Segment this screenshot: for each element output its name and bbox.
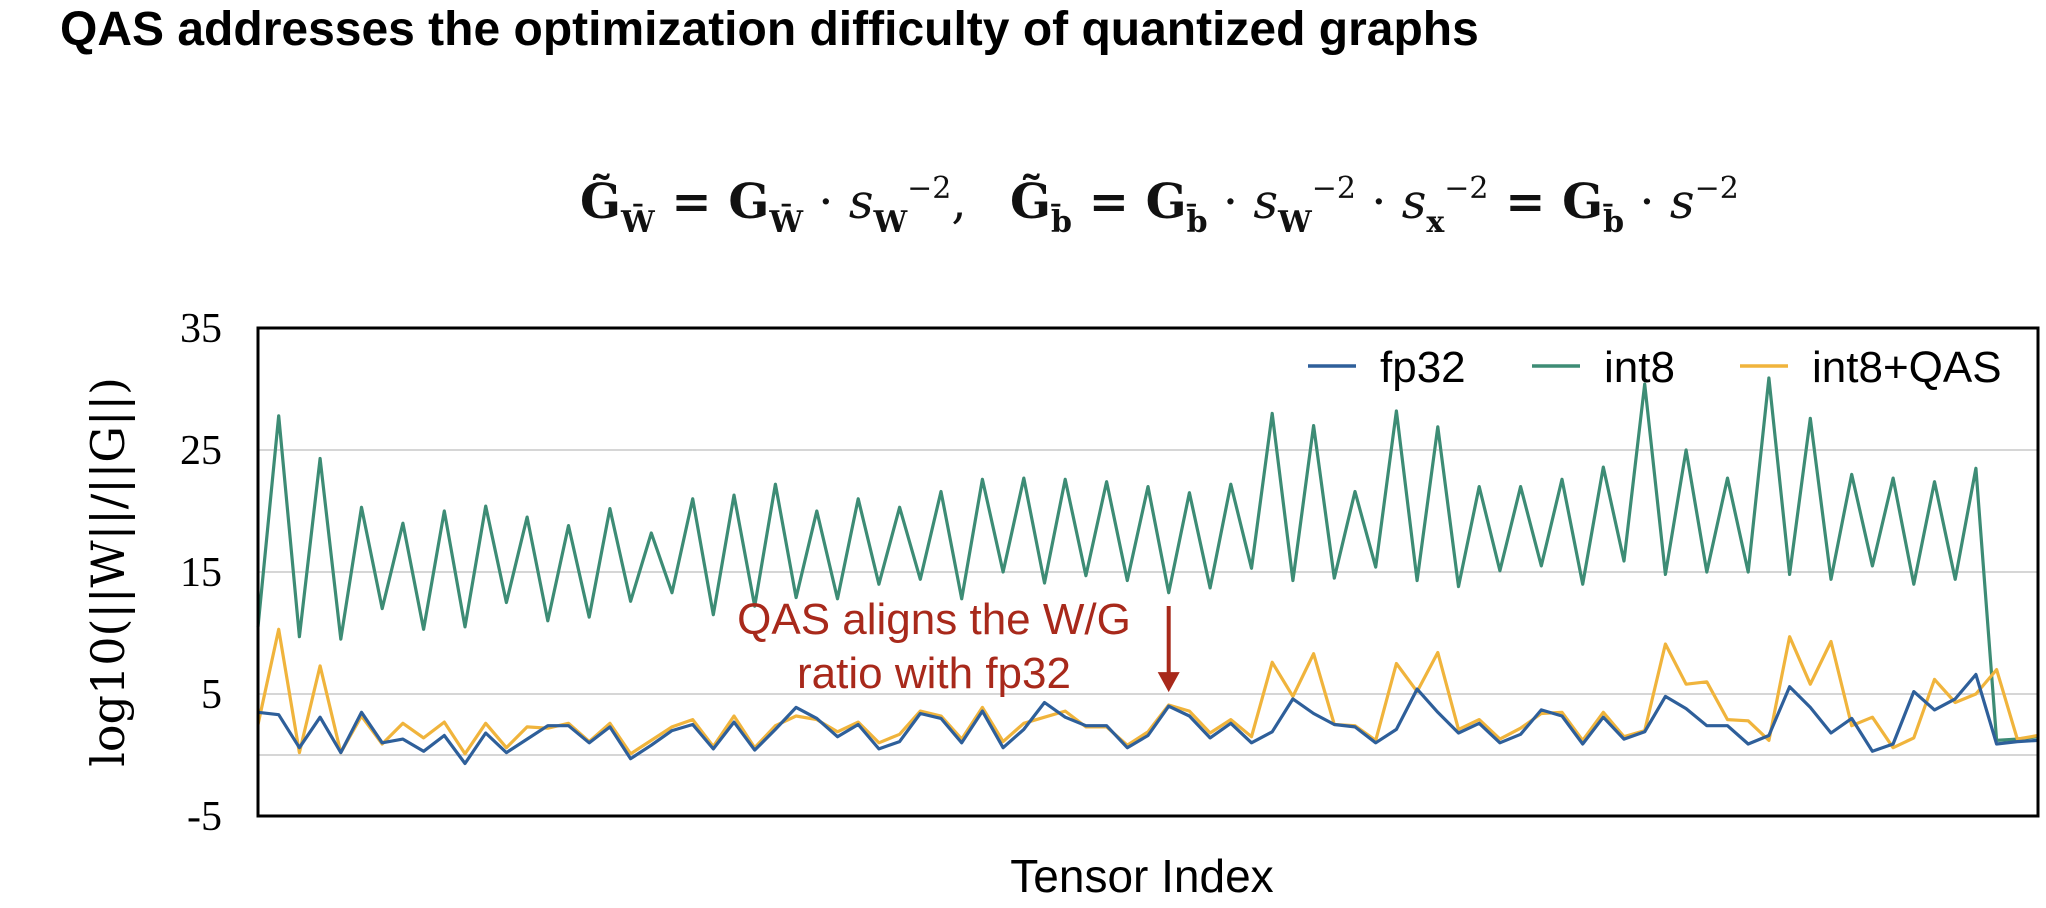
series-line-fp32 xyxy=(257,672,2039,766)
legend-label-fp32: fp32 xyxy=(1380,343,1466,392)
annotation-arrow-head xyxy=(1157,672,1180,693)
x-axis-label: Tensor Index xyxy=(1010,850,1273,902)
series-line-int8 xyxy=(256,376,2039,743)
y-tick-label: 35 xyxy=(180,306,222,352)
y-tick-labels: 35 25 15 5 -5 xyxy=(180,306,222,840)
formula-left: G̃W̄ = GW̄ · sW−2, xyxy=(580,171,967,240)
y-tick-label: 15 xyxy=(180,550,222,596)
annotation-text-line2: ratio with fp32 xyxy=(797,649,1071,698)
legend: fp32 int8 int8+QAS xyxy=(1308,343,2002,392)
y-tick-label: 5 xyxy=(201,672,222,718)
legend-label-int8: int8 xyxy=(1604,343,1675,392)
plot-frame xyxy=(256,326,2040,818)
y-tick-label: -5 xyxy=(187,794,222,840)
legend-label-int8-qas: int8+QAS xyxy=(1812,343,2002,392)
grid-lines xyxy=(258,449,2038,756)
series-lines xyxy=(256,376,2039,766)
y-axis-label: log10(||W||/||G||) xyxy=(81,377,135,767)
y-tick-label: 25 xyxy=(180,428,222,474)
page-title: QAS addresses the optimization difficult… xyxy=(60,3,1479,56)
annotation: QAS aligns the W/G ratio with fp32 xyxy=(737,595,1180,698)
formula-right: G̃b̄ = Gb̄ · sW−2 · sx−2 = Gb̄ · s−2 xyxy=(1010,171,1739,240)
formula: G̃W̄ = GW̄ · sW−2, G̃b̄ = Gb̄ · sW−2 · s… xyxy=(580,171,1739,240)
annotation-text-line1: QAS aligns the W/G xyxy=(737,595,1131,644)
